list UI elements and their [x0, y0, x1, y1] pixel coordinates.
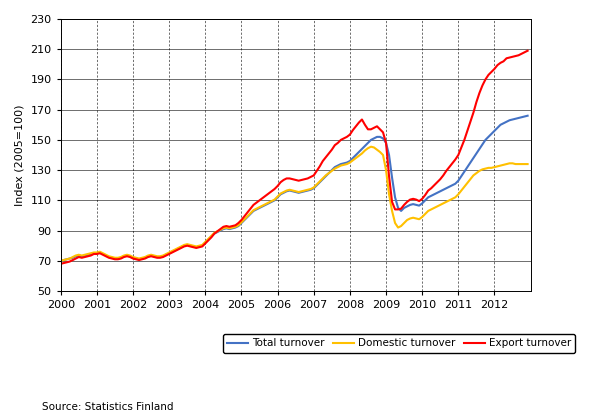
Total turnover — [380, 136, 387, 141]
Line: Domestic turnover: Domestic turnover — [60, 147, 528, 261]
Domestic turnover — [57, 258, 64, 263]
Domestic turnover — [334, 165, 342, 170]
Domestic turnover — [250, 208, 257, 213]
Domestic turnover — [232, 224, 239, 229]
Y-axis label: Index (2005=100): Index (2005=100) — [15, 104, 25, 206]
Total turnover — [174, 246, 181, 251]
Line: Export turnover: Export turnover — [60, 51, 528, 264]
Export turnover — [334, 141, 342, 146]
Export turnover — [524, 48, 531, 53]
Domestic turnover — [368, 144, 375, 149]
Total turnover — [57, 258, 64, 263]
Line: Total turnover: Total turnover — [60, 116, 528, 261]
Export turnover — [380, 130, 387, 135]
Legend: Total turnover, Domestic turnover, Export turnover: Total turnover, Domestic turnover, Expor… — [223, 334, 575, 353]
Domestic turnover — [174, 245, 181, 250]
Total turnover — [433, 190, 441, 195]
Export turnover — [232, 223, 239, 228]
Domestic turnover — [524, 161, 531, 166]
Total turnover — [250, 208, 257, 213]
Total turnover — [524, 113, 531, 118]
Text: Source: Statistics Finland: Source: Statistics Finland — [42, 402, 173, 412]
Domestic turnover — [436, 202, 444, 207]
Export turnover — [250, 202, 257, 207]
Export turnover — [57, 261, 64, 266]
Export turnover — [433, 180, 441, 185]
Total turnover — [232, 225, 239, 230]
Domestic turnover — [382, 168, 390, 173]
Total turnover — [334, 163, 342, 168]
Export turnover — [174, 247, 181, 252]
